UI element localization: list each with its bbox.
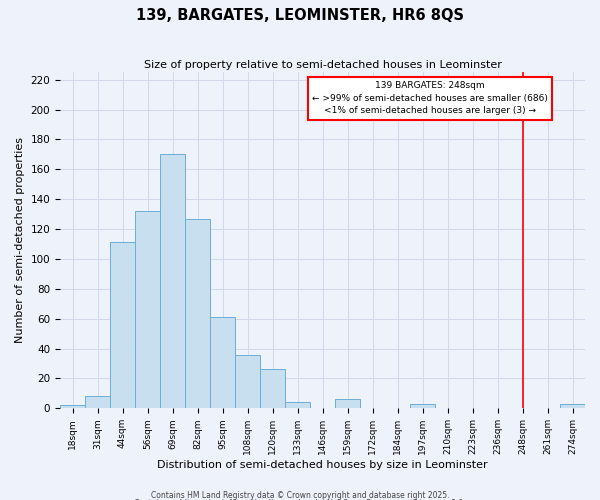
Y-axis label: Number of semi-detached properties: Number of semi-detached properties — [15, 138, 25, 344]
Text: 139, BARGATES, LEOMINSTER, HR6 8QS: 139, BARGATES, LEOMINSTER, HR6 8QS — [136, 8, 464, 22]
Bar — [260, 370, 285, 408]
Bar — [235, 354, 260, 408]
Bar — [210, 317, 235, 408]
Bar — [85, 396, 110, 408]
Bar — [135, 211, 160, 408]
Bar — [410, 404, 435, 408]
Bar — [160, 154, 185, 408]
Text: 139 BARGATES: 248sqm
← >99% of semi-detached houses are smaller (686)
<1% of sem: 139 BARGATES: 248sqm ← >99% of semi-deta… — [312, 81, 548, 115]
Bar — [285, 402, 310, 408]
Title: Size of property relative to semi-detached houses in Leominster: Size of property relative to semi-detach… — [143, 60, 502, 70]
Bar — [110, 242, 135, 408]
Bar — [560, 404, 585, 408]
Bar — [335, 400, 360, 408]
Text: Contains HM Land Registry data © Crown copyright and database right 2025.: Contains HM Land Registry data © Crown c… — [151, 490, 449, 500]
Bar — [185, 218, 210, 408]
X-axis label: Distribution of semi-detached houses by size in Leominster: Distribution of semi-detached houses by … — [157, 460, 488, 470]
Bar — [60, 406, 85, 408]
Text: Contains public sector information licensed under the Open Government Licence v3: Contains public sector information licen… — [134, 499, 466, 500]
